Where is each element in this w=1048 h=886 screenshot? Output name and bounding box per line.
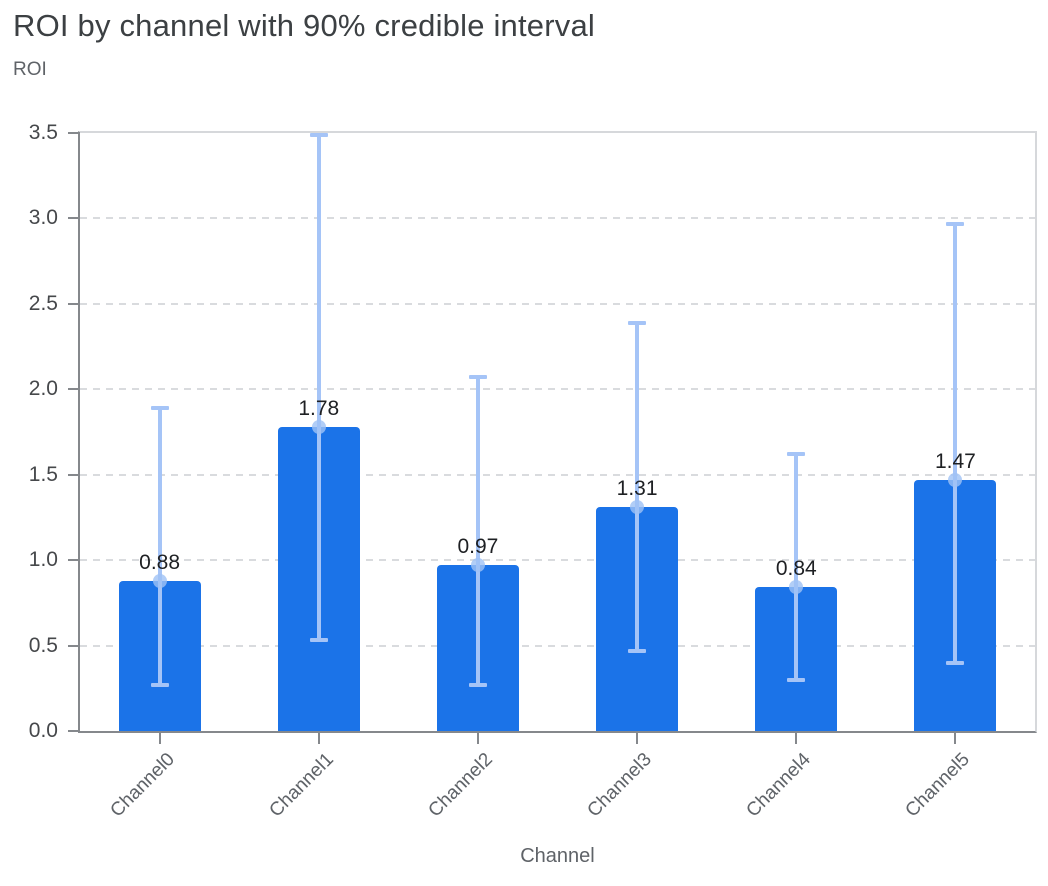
- gridline: [80, 217, 1035, 220]
- y-tick: [68, 644, 80, 647]
- bar-value-label: 0.97: [457, 535, 499, 559]
- y-tick: [68, 473, 80, 476]
- mean-marker: [789, 580, 804, 595]
- gridline: [80, 559, 1035, 562]
- x-tick-label-channel3: Channel3: [583, 749, 656, 822]
- gridline: [80, 644, 1035, 647]
- error-bar-cap-top: [468, 375, 487, 380]
- x-tick-label-channel2: Channel2: [424, 749, 497, 822]
- x-tick-label-channel4: Channel4: [742, 749, 816, 822]
- error-bar-cap-top: [946, 221, 965, 226]
- gridline: [80, 302, 1035, 305]
- error-bar-channel3: [635, 322, 640, 651]
- error-bar-channel4: [794, 454, 799, 680]
- bar-value-label: 1.31: [616, 477, 658, 501]
- x-tick: [317, 733, 320, 744]
- bar-value-label: 1.78: [298, 396, 340, 420]
- error-bar-cap-bottom: [787, 677, 806, 682]
- gridline: [80, 473, 1035, 476]
- y-tick: [68, 217, 80, 220]
- error-bar-cap-top: [628, 320, 647, 325]
- x-tick: [795, 733, 798, 744]
- x-tick: [636, 733, 639, 744]
- bar-value-label: 0.88: [139, 550, 181, 574]
- x-tick: [158, 733, 161, 744]
- mean-marker: [630, 500, 645, 515]
- y-tick: [68, 559, 80, 562]
- y-tick-label: 3.5: [28, 121, 58, 144]
- error-bar-channel0: [157, 408, 162, 685]
- y-tick: [68, 730, 80, 732]
- error-bar-cap-bottom: [309, 638, 328, 643]
- y-tick: [68, 132, 80, 134]
- y-tick-label: 3.0: [28, 206, 58, 230]
- y-axis-title: ROI: [13, 59, 47, 80]
- mean-marker: [948, 472, 963, 487]
- x-tick-label-channel0: Channel0: [106, 749, 179, 822]
- mean-marker: [311, 419, 326, 434]
- x-tick: [476, 733, 479, 744]
- bar-value-label: 0.84: [775, 557, 817, 581]
- error-bar-cap-top: [787, 452, 806, 457]
- error-bar-cap-top: [150, 406, 169, 411]
- x-tick-label-channel5: Channel5: [901, 749, 975, 822]
- gridline: [80, 388, 1035, 391]
- bar-value-label: 1.47: [934, 449, 976, 473]
- error-bar-cap-bottom: [628, 648, 647, 653]
- error-bar-cap-bottom: [150, 682, 169, 687]
- x-axis-title: Channel: [520, 845, 595, 867]
- error-bar-channel1: [316, 134, 321, 641]
- x-tick: [954, 733, 957, 744]
- error-bar-cap-bottom: [468, 682, 487, 687]
- y-tick-label: 0.5: [28, 633, 58, 657]
- y-tick-label: 2.5: [28, 291, 58, 315]
- mean-marker: [152, 573, 167, 588]
- y-tick: [68, 302, 80, 305]
- error-bar-cap-top: [309, 132, 328, 137]
- y-tick: [68, 388, 80, 391]
- chart-title: ROI by channel with 90% credible interva…: [13, 8, 595, 43]
- mean-marker: [470, 558, 485, 573]
- error-bar-channel5: [953, 223, 958, 663]
- error-bar-channel2: [475, 377, 480, 685]
- x-tick-label-channel1: Channel1: [265, 749, 338, 822]
- y-tick-label: 0.0: [28, 719, 58, 742]
- plot-area: 0.0 0.5 1.0 1.5 2.0 2.5 3.0 3.5 0.88 Channel0 1.78…: [29, 121, 1037, 821]
- error-bar-cap-bottom: [946, 660, 965, 665]
- y-tick-label: 1.5: [28, 462, 58, 486]
- y-tick-label: 2.0: [28, 377, 58, 401]
- y-tick-label: 1.0: [28, 548, 58, 572]
